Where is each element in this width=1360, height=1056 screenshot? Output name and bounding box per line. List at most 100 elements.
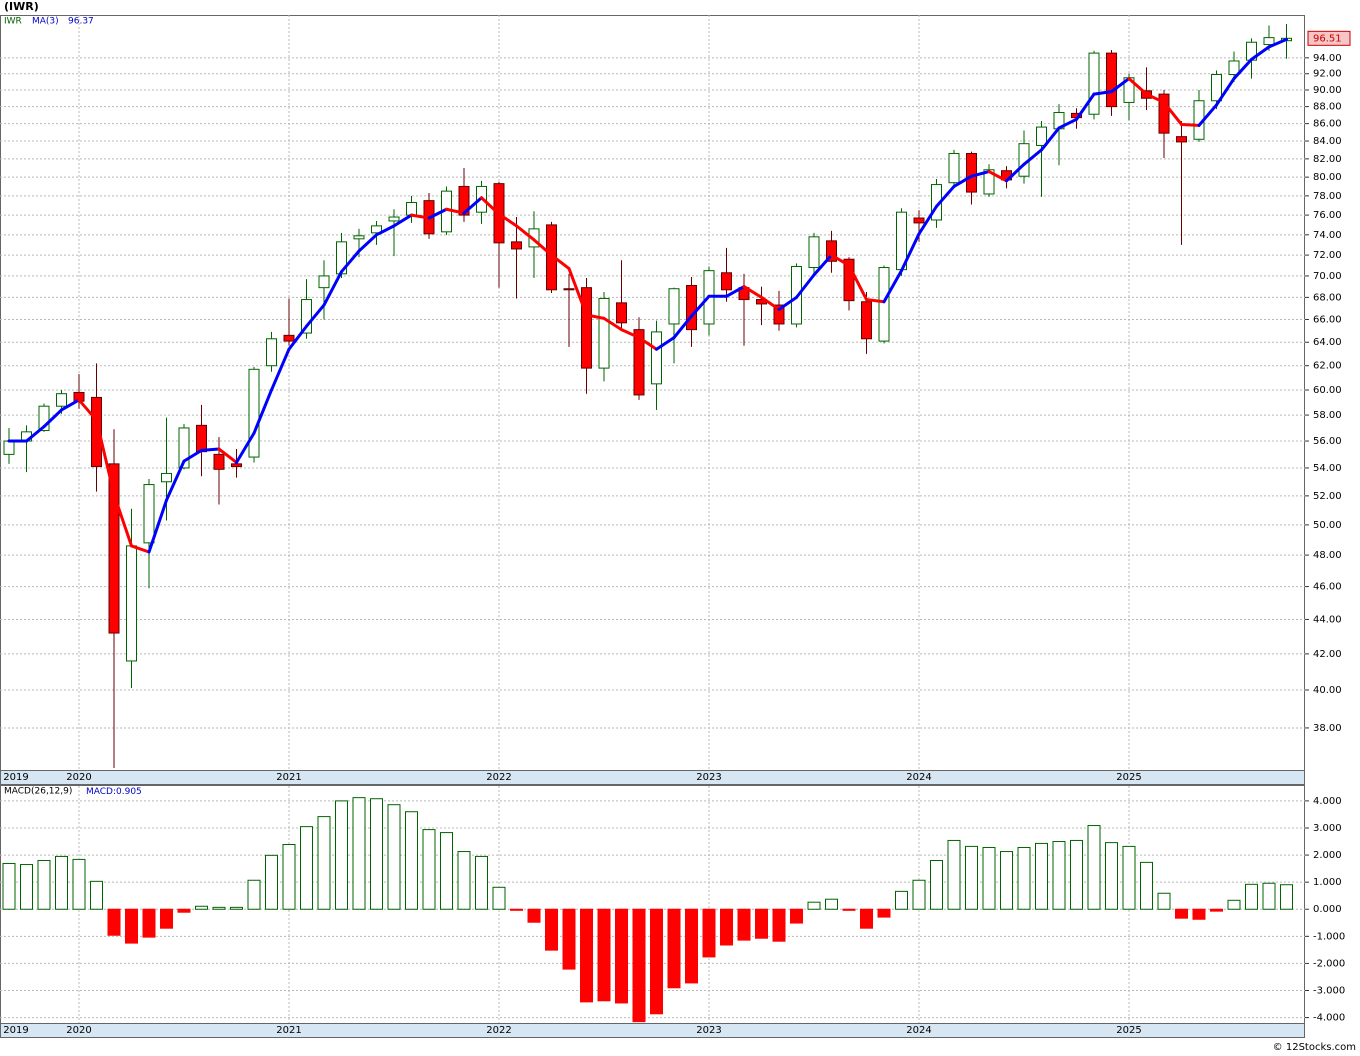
ma-segment bbox=[1092, 90, 1113, 96]
macd-bar bbox=[877, 908, 891, 918]
ma-segment bbox=[882, 269, 903, 304]
macd-bar bbox=[55, 855, 68, 910]
candle-body bbox=[3, 440, 15, 455]
candle-body bbox=[826, 240, 837, 262]
year-strip bbox=[0, 770, 1305, 785]
ma-segment bbox=[480, 196, 501, 216]
candle-body bbox=[318, 275, 330, 289]
macd-bar bbox=[842, 908, 856, 911]
y-tick-label: 90.00 bbox=[1313, 85, 1342, 96]
candle-body bbox=[231, 463, 242, 468]
macd-bar bbox=[825, 898, 838, 910]
macd-bar bbox=[1087, 825, 1101, 910]
macd-bar bbox=[457, 851, 471, 910]
y-tick-label: 72.00 bbox=[1313, 250, 1342, 261]
candle-body bbox=[266, 338, 277, 367]
macd-bar bbox=[125, 908, 138, 944]
ma-segment bbox=[1232, 57, 1253, 81]
macd-bar bbox=[265, 854, 278, 910]
candle-body bbox=[948, 152, 960, 184]
ma-segment bbox=[777, 295, 798, 311]
candle-body bbox=[1088, 52, 1100, 115]
macd-bar bbox=[702, 908, 716, 958]
macd-bar bbox=[212, 906, 226, 910]
ma-segment bbox=[847, 263, 868, 302]
macd-bar bbox=[1140, 861, 1153, 910]
macd-bar bbox=[562, 908, 576, 970]
candle-body bbox=[178, 427, 190, 469]
macd-bar bbox=[1070, 839, 1083, 910]
macd-bar bbox=[527, 908, 541, 923]
macd-bar bbox=[930, 859, 943, 910]
y-tick-label: -1.000 bbox=[1313, 931, 1345, 942]
macd-bar bbox=[20, 864, 33, 910]
y-tick-label: 80.00 bbox=[1313, 172, 1342, 183]
ma-segment bbox=[550, 253, 571, 271]
ma-segment bbox=[60, 398, 81, 412]
macd-bar bbox=[160, 908, 173, 929]
candle-body bbox=[528, 228, 540, 248]
candle-body bbox=[1036, 126, 1047, 146]
macd-bar bbox=[37, 859, 51, 910]
x-tick-label: 2019 bbox=[3, 772, 28, 783]
macd-bar bbox=[1052, 841, 1066, 910]
macd-bar bbox=[650, 908, 663, 1015]
ma-segment bbox=[1250, 45, 1271, 61]
candle-body bbox=[721, 272, 732, 291]
x-tick-label: 2019 bbox=[3, 1025, 28, 1036]
x-tick-label: 2023 bbox=[696, 772, 721, 783]
candle-body bbox=[843, 258, 855, 302]
ma-segment bbox=[357, 233, 378, 253]
readout-value: 0.905 bbox=[116, 787, 142, 797]
candle-body bbox=[56, 393, 67, 407]
ma-segment bbox=[182, 448, 203, 463]
y-tick-label: 64.00 bbox=[1313, 337, 1342, 348]
y-tick-label: 88.00 bbox=[1313, 102, 1342, 113]
macd-bar bbox=[352, 797, 366, 910]
macd-bar bbox=[685, 908, 698, 984]
candle-body bbox=[108, 463, 120, 634]
candle-body bbox=[773, 304, 785, 325]
legend-macd: MACD(26,12,9) bbox=[4, 787, 72, 797]
candle-body bbox=[1228, 60, 1240, 76]
macd-bar bbox=[422, 829, 436, 910]
ma-segment bbox=[1127, 77, 1148, 96]
y-tick-label: 82.00 bbox=[1313, 154, 1342, 165]
ma-segment bbox=[1180, 122, 1201, 127]
y-tick-label: 58.00 bbox=[1313, 410, 1342, 421]
ma-segment bbox=[270, 347, 291, 392]
y-tick-label: 68.00 bbox=[1313, 292, 1342, 303]
ma-segment bbox=[1057, 117, 1078, 130]
ma-segment bbox=[655, 336, 676, 351]
year-strip bbox=[0, 1023, 1305, 1038]
macd-bar bbox=[1175, 908, 1188, 919]
candle-body bbox=[1211, 74, 1222, 102]
y-tick-label: 92.00 bbox=[1313, 69, 1342, 80]
x-tick-label: 2022 bbox=[486, 772, 511, 783]
y-tick-label: 48.00 bbox=[1313, 550, 1342, 561]
candle-body bbox=[143, 484, 155, 544]
ma-segment bbox=[637, 336, 658, 351]
ma-segment bbox=[1040, 126, 1061, 152]
ma-segment bbox=[410, 213, 431, 220]
candle-body bbox=[406, 202, 417, 216]
y-tick-label: -3.000 bbox=[1313, 985, 1345, 996]
ma-segment bbox=[970, 170, 991, 178]
x-tick-label: 2025 bbox=[1116, 772, 1141, 783]
price-panel bbox=[0, 15, 1305, 771]
y-tick-label: 78.00 bbox=[1313, 191, 1342, 202]
macd-bar bbox=[580, 908, 593, 1003]
ma-segment bbox=[795, 273, 816, 299]
candle-body bbox=[213, 453, 225, 470]
macd-bar bbox=[807, 901, 821, 910]
legend-ma-value: 96.37 bbox=[68, 17, 94, 27]
ma-segment bbox=[532, 238, 553, 257]
ma-segment bbox=[497, 212, 518, 228]
macd-bar bbox=[965, 845, 978, 910]
ma-segment bbox=[322, 270, 343, 307]
y-tick-label: 42.00 bbox=[1313, 649, 1342, 660]
y-tick-label: 94.00 bbox=[1313, 53, 1342, 64]
macd-bar bbox=[667, 908, 681, 989]
ma-segment bbox=[165, 459, 186, 502]
y-tick-label: 40.00 bbox=[1313, 685, 1342, 696]
